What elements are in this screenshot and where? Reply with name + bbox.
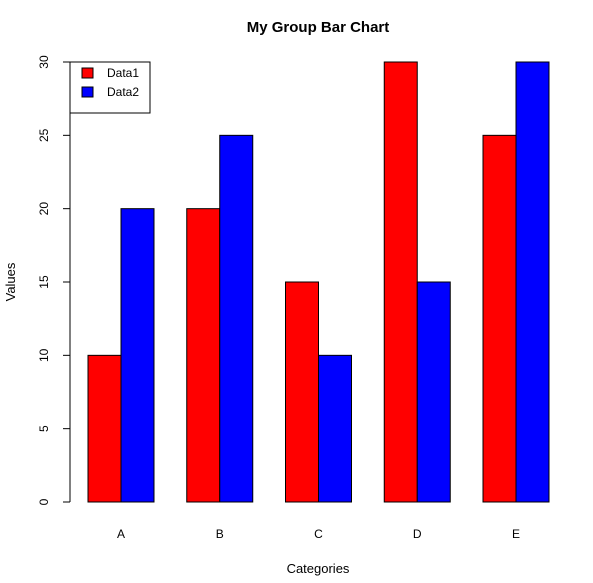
bar-data1-d	[383, 61, 418, 503]
y-tick-label: 5	[37, 425, 51, 432]
y-tick-label: 0	[37, 498, 51, 505]
x-tick-label: B	[216, 527, 224, 541]
x-axis-tick-labels: A B C D E	[117, 527, 520, 541]
y-axis-label: Values	[3, 262, 18, 301]
y-tick-label: 20	[37, 202, 51, 216]
bar-data1-a	[87, 354, 122, 503]
y-tick-label: 25	[37, 128, 51, 142]
bar-data2-e	[515, 61, 550, 503]
x-axis-label: Categories	[287, 561, 350, 576]
x-tick-label: C	[314, 527, 323, 541]
legend-swatch-data1	[81, 67, 94, 79]
bar-data1-b	[186, 208, 221, 503]
y-axis-ticks: 0 5 10 15 20 25 30	[37, 55, 70, 505]
legend: Data1 Data2	[69, 61, 151, 114]
legend-label-data2: Data2	[107, 85, 139, 99]
bar-data2-d	[416, 281, 451, 503]
y-tick-label: 30	[37, 55, 51, 69]
bar-data2-a	[120, 208, 155, 503]
legend-label-data1: Data1	[107, 66, 139, 80]
bar-data2-b	[219, 134, 254, 503]
legend-swatch-data2	[81, 86, 94, 98]
x-tick-label: A	[117, 527, 125, 541]
bars-group	[87, 61, 550, 503]
bar-data1-c	[285, 281, 319, 503]
chart-title: My Group Bar Chart	[247, 19, 390, 36]
y-tick-label: 15	[37, 275, 51, 289]
bar-data1-e	[482, 134, 517, 503]
x-tick-label: D	[413, 527, 422, 541]
y-tick-label: 10	[37, 348, 51, 362]
x-tick-label: E	[512, 527, 520, 541]
bar-data2-c	[318, 354, 352, 503]
